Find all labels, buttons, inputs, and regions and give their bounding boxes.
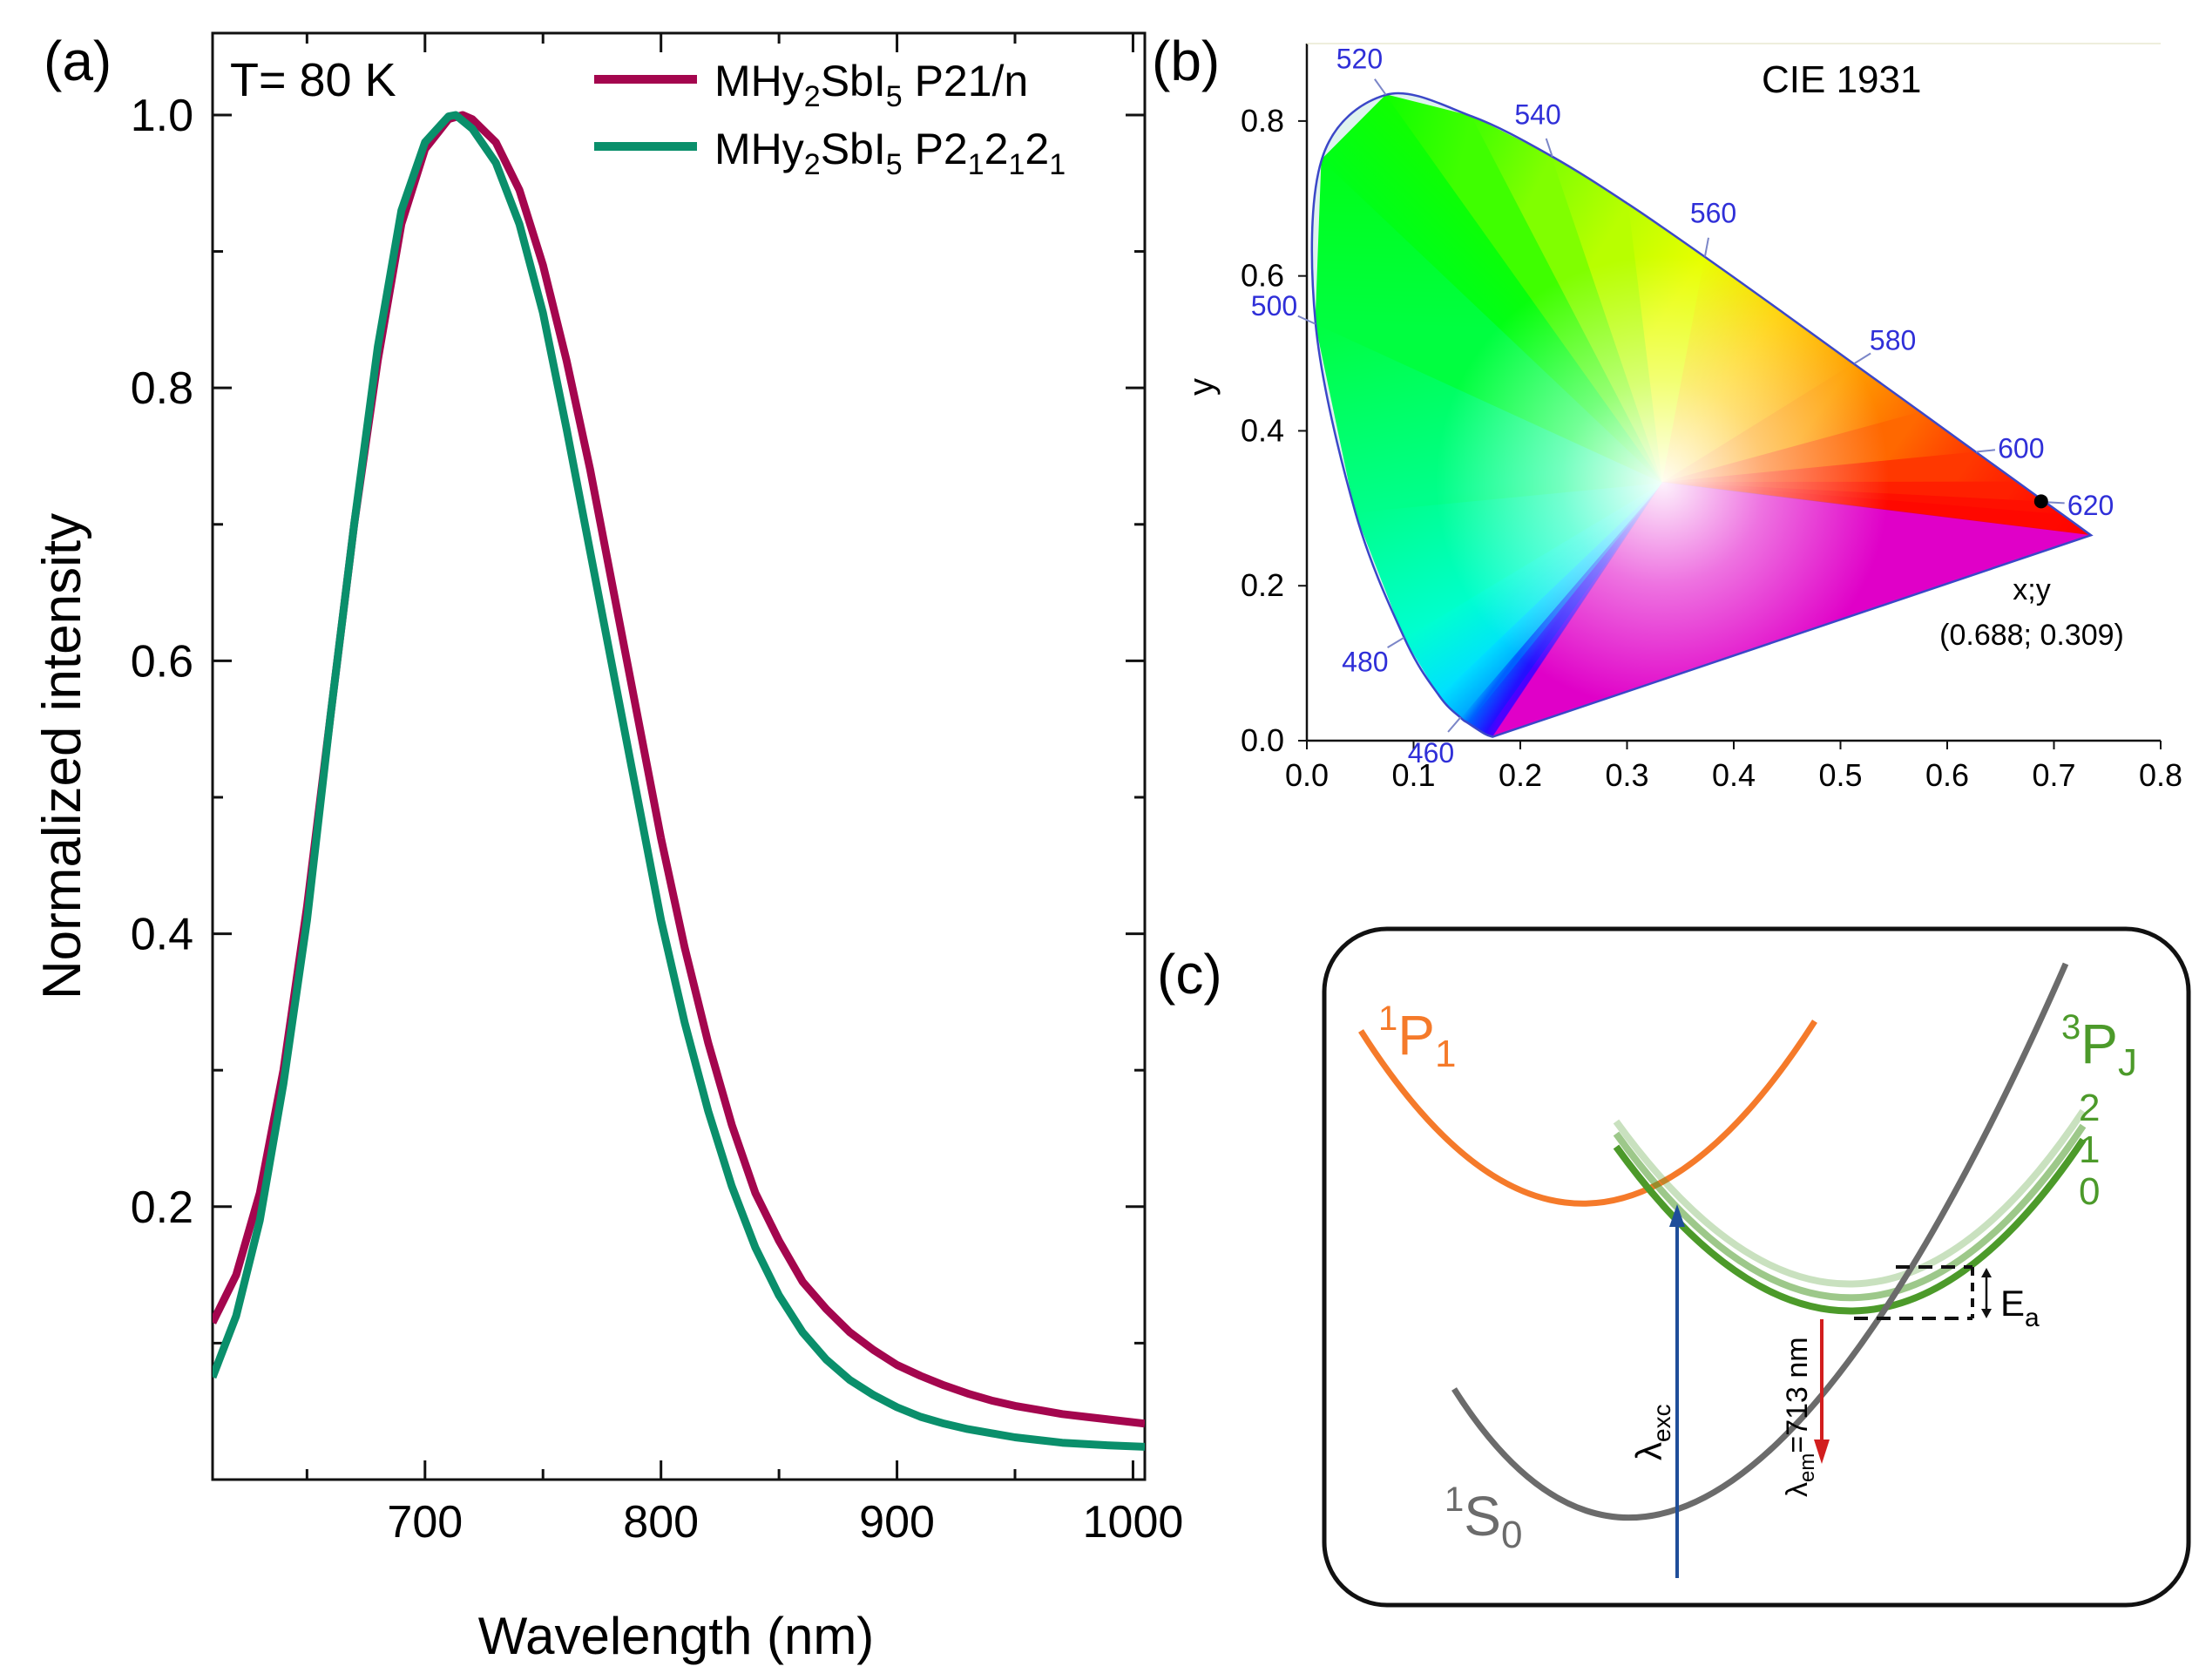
x-tick-label: 0.0 [1285, 757, 1329, 793]
panel-b-label: (b) [1152, 30, 1220, 92]
panel-a-y-axis-title: Normalized intensity [32, 513, 92, 999]
p1-state-label: 1P1 [1378, 999, 1456, 1075]
pj-state-label: 3PJ [2061, 1008, 2137, 1084]
activation-energy-label: Ea [2000, 1283, 2040, 1332]
wavelength-label: 500 [1251, 290, 1297, 322]
s0-state-curve [1451, 962, 2069, 1521]
chromaticity-point [2033, 494, 2048, 509]
legend-label: MHy2SbI5 P21/n [714, 57, 1028, 113]
excitation-label: λexc [1628, 1404, 1675, 1460]
x-tick-label: 800 [623, 1497, 699, 1548]
x-tick-label: 0.3 [1605, 757, 1648, 793]
legend: MHy2SbI5 P21/n MHy2SbI5 P212121 [594, 57, 1066, 181]
panel-b-y-axis-title: y [1182, 378, 1221, 396]
y-tick-label: 0.8 [1241, 103, 1284, 139]
wavelength-label: 520 [1336, 43, 1383, 74]
panel-c-frame [1322, 926, 2191, 1608]
panel-a-frame [211, 31, 1147, 1481]
p1-state-curve [1358, 1020, 1817, 1207]
s0-state-label: 1S0 [1445, 1480, 1522, 1556]
pj-level-2-label: 2 [2079, 1087, 2100, 1129]
x-tick-label: 0.6 [1925, 757, 1969, 793]
wavelength-label: 560 [1690, 197, 1736, 228]
wavelength-label: 540 [1514, 99, 1560, 131]
x-tick-label: 700 [387, 1497, 463, 1548]
wavelength-tick [1975, 449, 1996, 453]
series-line-p212121 [213, 111, 1145, 1451]
panel-b-title: CIE 1931 [1762, 58, 1921, 101]
wavelength-label: 480 [1342, 647, 1388, 678]
y-tick-label: 0.2 [131, 1182, 193, 1233]
wavelength-tick [1387, 636, 1404, 648]
y-tick-label: 1.0 [131, 91, 193, 141]
panel-b-axes [1298, 43, 2162, 749]
wavelength-tick [1853, 352, 1871, 364]
spectral-locus [1310, 91, 2094, 738]
y-tick-label: 0.4 [1241, 412, 1284, 448]
panel-a: (a) T= 80 K 700 800 900 1000 0.2 0.4 0.6 0.8 1.… [32, 30, 1183, 1665]
wavelength-labels: 460 480 500 520 540 560 580 600 620 [1251, 43, 2114, 768]
y-tick-label: 0.2 [1241, 567, 1284, 603]
panel-a-axis-ticks [213, 33, 1145, 1480]
wavelength-label: 460 [1408, 737, 1454, 769]
y-tick-label: 0.0 [1241, 722, 1284, 758]
point-label-xy: x;y [2013, 573, 2050, 606]
wavelength-tick [1703, 237, 1709, 257]
x-tick-label: 1000 [1083, 1497, 1184, 1548]
wavelength-tick [1447, 716, 1462, 733]
panel-a-x-axis-title: Wavelength (nm) [478, 1607, 875, 1665]
emission-arrow [1814, 1319, 1830, 1464]
pj-level-1-label: 1 [2079, 1128, 2100, 1171]
series-line-p21n [213, 111, 1145, 1428]
pj0-state-curve [1613, 1137, 2087, 1315]
x-tick-label: 0.4 [1712, 757, 1756, 793]
wavelength-tick [1297, 315, 1316, 325]
panel-c-label: (c) [1157, 943, 1222, 1006]
panel-a-annotation: T= 80 K [230, 54, 396, 106]
activation-energy-marker [1854, 1265, 1992, 1320]
panel-b-x-tick-labels: 0.0 0.1 0.2 0.3 0.4 0.5 0.6 0.7 0.8 [1285, 757, 2182, 793]
panel-a-label: (a) [44, 30, 112, 92]
excitation-arrow [1669, 1204, 1685, 1578]
legend-entry-p21n: MHy2SbI5 P21/n [594, 57, 1028, 113]
x-tick-label: 900 [859, 1497, 935, 1548]
panel-b-y-tick-labels: 0.0 0.2 0.4 0.6 0.8 [1241, 103, 1284, 758]
wavelength-label: 620 [2067, 490, 2114, 521]
pj1-state-curve [1613, 1123, 2087, 1302]
y-tick-label: 0.8 [131, 363, 193, 414]
panel-a-x-tick-labels: 700 800 900 1000 [387, 1497, 1183, 1548]
pj-level-0-label: 0 [2079, 1170, 2100, 1213]
point-label-coords: (0.688; 0.309) [1939, 619, 2124, 652]
white-point-glow [1436, 255, 1890, 709]
wavelength-label: 580 [1870, 325, 1916, 356]
y-tick-label: 0.4 [131, 910, 193, 960]
wavelength-label: 600 [1998, 432, 2044, 464]
pj2-state-curve [1613, 1108, 2087, 1288]
panel-b: (b) 0.0 0.1 0.2 0.3 0.4 0.5 0.6 0.7 0.8 0.00.20.… [1152, 30, 2182, 793]
y-tick-label: 0.6 [131, 636, 193, 687]
wavelength-tick [2045, 501, 2065, 505]
panel-a-y-tick-labels: 0.2 0.4 0.6 0.8 1.0 [131, 91, 193, 1233]
emission-label: λem=713 nm [1781, 1337, 1819, 1497]
wavelength-tick [1374, 78, 1387, 96]
x-tick-label: 0.1 [1391, 757, 1435, 793]
y-tick-label: 0.6 [1241, 258, 1284, 294]
x-tick-label: 0.5 [1818, 757, 1862, 793]
legend-entry-p212121: MHy2SbI5 P212121 [594, 125, 1066, 181]
legend-label: MHy2SbI5 P212121 [714, 125, 1066, 181]
panel-c: (c) 1P1 3PJ 2 1 [1157, 926, 2191, 1608]
x-tick-label: 0.8 [2139, 757, 2182, 793]
x-tick-label: 0.7 [2032, 757, 2075, 793]
wavelength-tick [1545, 138, 1553, 158]
x-tick-label: 0.2 [1499, 757, 1542, 793]
